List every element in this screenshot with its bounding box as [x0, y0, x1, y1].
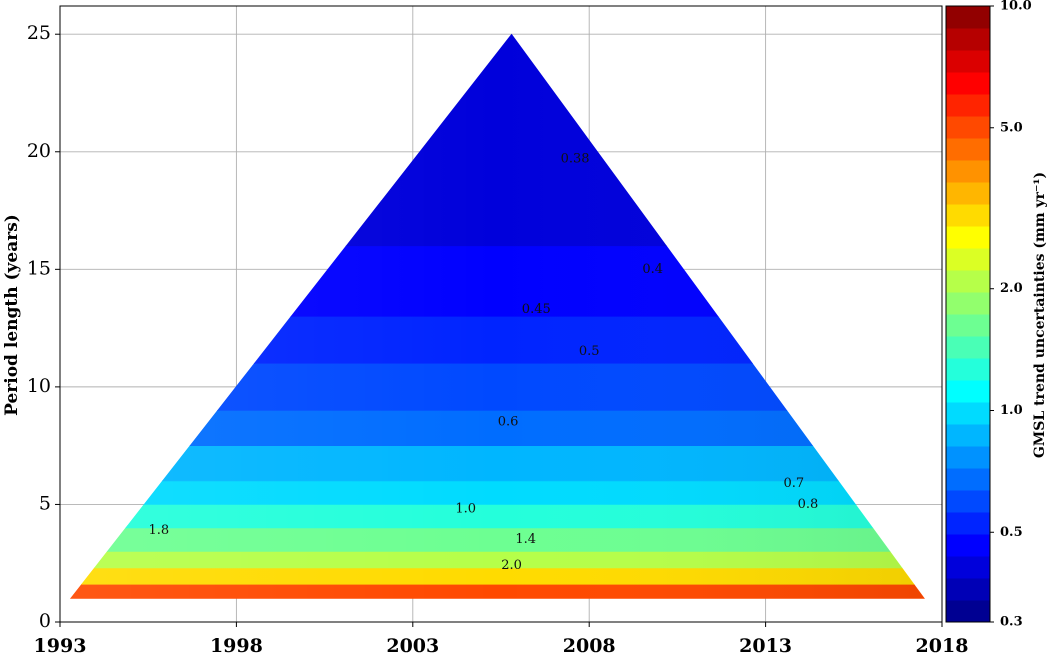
contour-label-5: 0.5	[579, 344, 600, 359]
x-tick-label-1998: 1998	[210, 635, 263, 657]
colorbar-level-27	[946, 6, 990, 29]
contour-label-3: 2.0	[501, 558, 522, 573]
y-tick-label-15: 15	[27, 257, 51, 279]
contour-label-2: 1.4	[515, 532, 536, 547]
colorbar-level-14	[946, 292, 990, 315]
x-tick-label-2008: 2008	[563, 635, 616, 657]
contour-label-4: 0.6	[498, 415, 519, 430]
colorbar-frame	[945, 5, 991, 623]
colorbar-level-25	[946, 50, 990, 73]
colorbar-level-13	[946, 314, 990, 337]
y-axis-title: Period length (years)	[2, 214, 22, 416]
plot-frame	[59, 5, 943, 623]
contour-label-7: 0.4	[642, 262, 663, 277]
contour-label-8: 0.38	[561, 151, 590, 166]
colorbar-level-17	[946, 226, 990, 249]
contour-label-10: 0.8	[798, 497, 819, 512]
colorbar-level-5	[946, 490, 990, 513]
colorbar-level-3	[946, 534, 990, 557]
colorbar-level-16	[946, 248, 990, 271]
y-tick-label-25: 25	[27, 22, 51, 44]
colorbar-level-19	[946, 182, 990, 205]
colorbar-tick-label-2.0: 2.0	[1000, 281, 1023, 296]
y-tick-label-0: 0	[39, 610, 51, 632]
colorbar-level-26	[946, 28, 990, 51]
contour-label-1: 1.0	[455, 502, 476, 517]
y-tick-label-10: 10	[27, 375, 51, 397]
contour-label-0: 1.8	[148, 523, 169, 538]
colorbar-level-1	[946, 578, 990, 601]
colorbar-tick-label-1.0: 1.0	[1000, 403, 1023, 418]
colorbar-level-2	[946, 556, 990, 579]
colorbar-level-11	[946, 358, 990, 381]
colorbar-level-24	[946, 72, 990, 95]
colorbar-level-12	[946, 336, 990, 359]
colorbar-level-15	[946, 270, 990, 293]
colorbar-level-8	[946, 424, 990, 447]
colorbar-tick-label-0.5: 0.5	[1000, 525, 1023, 540]
x-tick-label-1993: 1993	[34, 635, 87, 657]
colorbar: 0.3 0.5 1.0 2.0 5.0 10.0	[945, 0, 1032, 630]
colorbar-level-10	[946, 380, 990, 403]
colorbar-title: GMSL trend uncertainties (mm yr⁻¹)	[1032, 172, 1048, 458]
colorbar-level-21	[946, 138, 990, 161]
x-tick-label-2013: 2013	[739, 635, 792, 657]
x-tick-label-2018: 2018	[916, 635, 969, 657]
colorbar-level-0	[946, 600, 990, 623]
colorbar-level-22	[946, 116, 990, 139]
colorbar-tick-label-5.0: 5.0	[1000, 120, 1023, 135]
x-tick-label-2003: 2003	[386, 635, 439, 657]
colorbar-level-20	[946, 160, 990, 183]
colorbar-level-23	[946, 94, 990, 117]
triangle-shading	[70, 34, 925, 599]
contour-label-6: 0.45	[522, 302, 551, 317]
colorbar-level-18	[946, 204, 990, 227]
contour-label-9: 0.7	[783, 476, 804, 491]
colorbar-tick-label-10.0: 10.0	[1000, 0, 1032, 14]
y-tick-label-5: 5	[39, 492, 51, 514]
colorbar-level-6	[946, 468, 990, 491]
y-tick-label-20: 20	[27, 140, 51, 162]
colorbar-tick-label-0.3: 0.3	[1000, 615, 1023, 630]
colorbar-level-7	[946, 446, 990, 469]
plot-area: 1.8 1.0 1.4 2.0 0.6 0.5 0.45 0.4 0.38 0.7 0.8 1993 1…	[27, 5, 969, 657]
colorbar-level-9	[946, 402, 990, 425]
colorbar-level-4	[946, 512, 990, 535]
